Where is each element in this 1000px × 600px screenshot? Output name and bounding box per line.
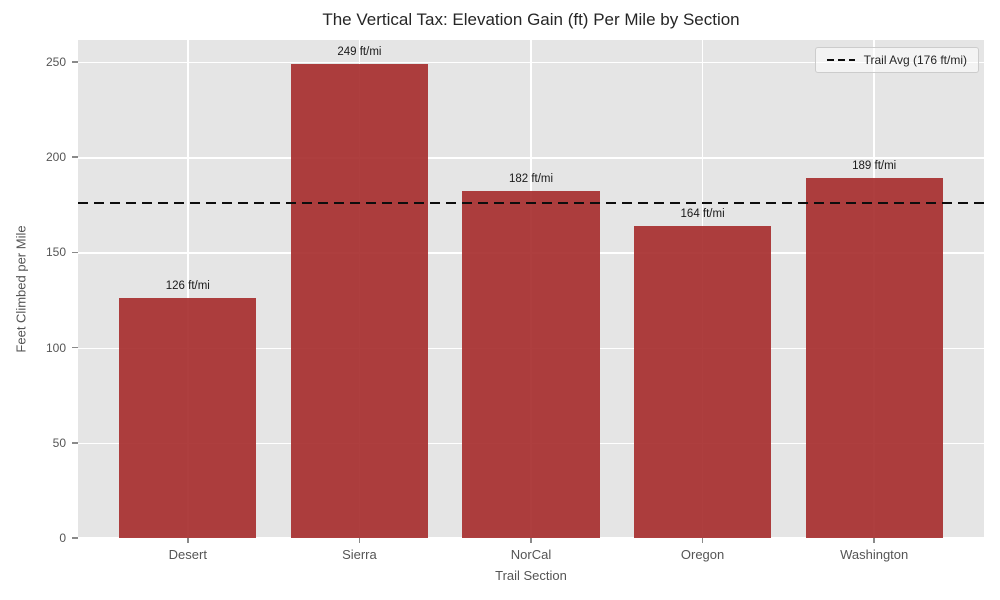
x-tick-mark <box>530 538 532 543</box>
bar-value-label: 164 ft/mi <box>680 207 725 220</box>
y-tick-label: 100 <box>45 340 66 355</box>
bar-value-label: 182 ft/mi <box>508 173 554 186</box>
y-tick-mark <box>72 251 78 254</box>
x-tick-mark <box>701 538 704 543</box>
bar-sierra <box>290 63 429 538</box>
y-tick-label: 50 <box>52 435 66 450</box>
x-tick-mark <box>358 538 361 543</box>
gridline-x-desert <box>187 40 189 538</box>
bar-value-label: 189 ft/mi <box>852 160 897 173</box>
y-tick-mark <box>72 156 78 158</box>
legend: Trail Avg (176 ft/mi) <box>814 47 979 73</box>
trail-average-line <box>78 201 984 205</box>
x-tick-mark <box>187 538 189 543</box>
y-tick-label: 250 <box>45 54 66 69</box>
bar-norcal <box>462 191 600 538</box>
y-tick-mark <box>72 442 78 444</box>
y-tick-mark <box>72 61 78 63</box>
x-tick-label-norcal: NorCal <box>510 547 552 562</box>
x-tick-label-sierra: Sierra <box>342 547 377 562</box>
bar-value-label: 126 ft/mi <box>165 280 210 293</box>
chart-title: The Vertical Tax: Elevation Gain (ft) Pe… <box>322 10 740 29</box>
x-tick-mark <box>873 538 875 543</box>
bar-desert <box>119 298 257 538</box>
y-tick-label: 0 <box>59 531 66 545</box>
y-tick-label: 150 <box>45 245 66 260</box>
y-tick-label: 200 <box>45 150 66 165</box>
x-axis-title: Trail Section <box>495 568 567 583</box>
dashed-line-icon <box>826 58 855 62</box>
legend-label: Trail Avg (176 ft/mi) <box>863 53 967 67</box>
bar-washington <box>805 178 943 538</box>
x-tick-label-oregon: Oregon <box>680 547 725 562</box>
y-tick-mark <box>72 346 78 349</box>
y-tick-mark <box>72 537 78 539</box>
x-tick-label-washington: Washington <box>840 547 909 562</box>
plot-area: Trail Avg (176 ft/mi) 126 ft/mi 249 ft/mi… <box>72 40 984 543</box>
bar-oregon <box>633 225 772 538</box>
x-tick-label-desert: Desert <box>168 547 207 562</box>
bar-value-label: 249 ft/mi <box>337 45 382 58</box>
